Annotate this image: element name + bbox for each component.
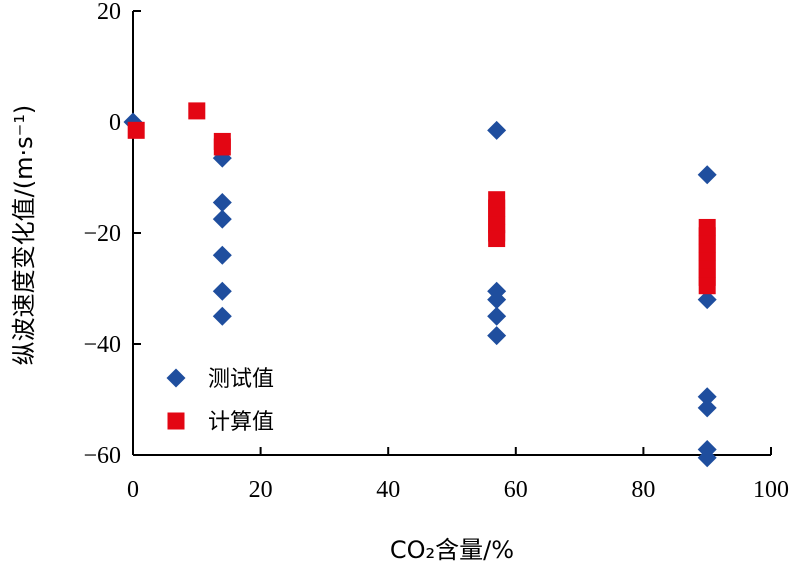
measured-point: [212, 209, 232, 229]
calculated-point: [488, 230, 506, 248]
legend-marker: [167, 412, 185, 430]
measured-point: [697, 448, 717, 468]
y-tick-label: 0: [109, 110, 121, 136]
x-tick-label: 20: [249, 477, 273, 503]
y-tick-label: −20: [83, 221, 121, 247]
measured-point: [212, 245, 232, 265]
measured-point: [212, 192, 232, 212]
measured-point: [212, 306, 232, 326]
measured-point: [487, 326, 507, 346]
measured-point: [697, 165, 717, 185]
legend-marker: [166, 368, 186, 388]
measured-point: [697, 387, 717, 407]
y-tick-label: −40: [83, 332, 121, 358]
x-tick-label: 40: [376, 477, 400, 503]
x-tick-label: 80: [631, 477, 655, 503]
y-tick-label: −60: [83, 443, 121, 469]
y-tick-label: 20: [97, 0, 121, 25]
legend-label: 计算值: [208, 410, 274, 435]
measured-point: [697, 398, 717, 418]
legend-label: 测试值: [208, 367, 274, 392]
x-tick-label: 60: [504, 477, 528, 503]
calculated-point: [188, 102, 206, 120]
x-axis-title: CO₂含量/%: [390, 536, 514, 564]
calculated-point: [698, 277, 716, 295]
measured-point: [487, 120, 507, 140]
calculated-point: [127, 121, 145, 139]
x-tick-label: 0: [127, 477, 139, 503]
x-tick-label: 100: [753, 477, 789, 503]
y-axis-title: 纵波速度变化值/(m·s⁻¹): [10, 105, 38, 366]
measured-point: [212, 281, 232, 301]
measured-point: [487, 306, 507, 326]
calculated-point: [213, 138, 231, 156]
measured-point: [487, 290, 507, 310]
data-points: [123, 102, 717, 468]
measured-point: [697, 290, 717, 310]
axes: 0 20 40 60 80 100 20 0 −20 −40 −60: [83, 0, 789, 503]
